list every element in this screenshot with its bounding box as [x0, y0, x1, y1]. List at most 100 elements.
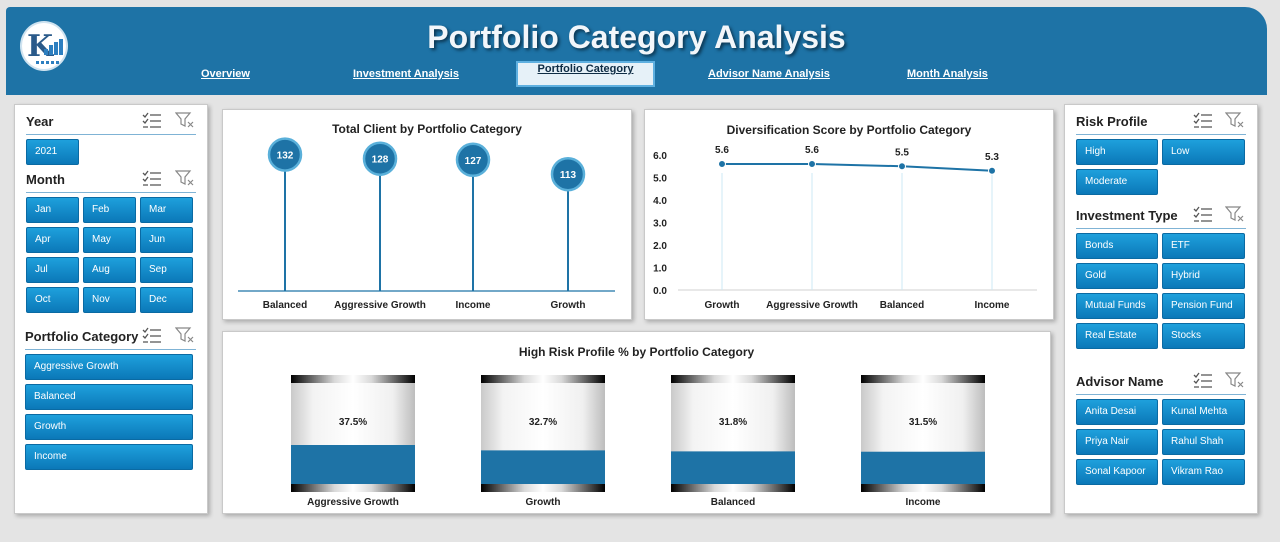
slicer-divider: [1076, 394, 1246, 395]
month-button[interactable]: Jul: [26, 257, 79, 283]
multi-select-icon[interactable]: [142, 170, 162, 186]
investment-type-button[interactable]: Hybrid: [1162, 263, 1245, 289]
month-button[interactable]: Nov: [83, 287, 136, 313]
investment-type-button[interactable]: Gold: [1076, 263, 1158, 289]
cylinder-cap-bottom: [671, 484, 795, 492]
investment-type-button[interactable]: Real Estate: [1076, 323, 1158, 349]
slicer-divider: [26, 192, 196, 193]
slicer-divider: [1076, 134, 1246, 135]
nav-advisor-name-analysis[interactable]: Advisor Name Analysis: [708, 68, 830, 80]
risk-profile-slicer-title: Risk Profile: [1076, 114, 1148, 129]
data-label: 127: [465, 156, 482, 167]
data-label: 128: [372, 155, 389, 166]
year-2021-button[interactable]: 2021: [26, 139, 79, 165]
cylinder-cap-bottom: [291, 484, 415, 492]
month-button[interactable]: Mar: [140, 197, 193, 223]
investment-type-button[interactable]: Pension Fund: [1162, 293, 1245, 319]
data-label: 31.8%: [719, 417, 747, 428]
multi-select-icon[interactable]: [1193, 372, 1213, 388]
clear-filter-icon[interactable]: [175, 112, 195, 128]
chart-title: Total Client by Portfolio Category: [332, 122, 522, 136]
diversification-chart-card: Diversification Score by Portfolio Categ…: [644, 109, 1054, 320]
advisor-name-button[interactable]: Priya Nair: [1076, 429, 1158, 455]
page-title: Portfolio Category Analysis: [427, 19, 846, 55]
cylinder-fill: [481, 450, 605, 487]
month-button[interactable]: Jun: [140, 227, 193, 253]
x-tick-label: Growth: [551, 300, 586, 311]
month-button[interactable]: May: [83, 227, 136, 253]
clear-filter-icon[interactable]: [1225, 112, 1245, 128]
data-label: 5.3: [985, 152, 999, 163]
slicer-divider: [1076, 228, 1246, 229]
nav-overview[interactable]: Overview: [201, 68, 250, 80]
cylinder-cap-top: [481, 375, 605, 383]
data-label: 132: [277, 151, 294, 162]
data-point: [898, 162, 906, 171]
cylinder-fill: [291, 445, 415, 487]
month-button[interactable]: Aug: [83, 257, 136, 283]
investment-type-button[interactable]: Stocks: [1162, 323, 1245, 349]
left-slicer-panel: Year 2021 Month Jan Feb Mar Apr May Jun …: [14, 104, 208, 514]
month-button[interactable]: Feb: [83, 197, 136, 223]
investment-type-button[interactable]: Bonds: [1076, 233, 1158, 259]
clear-filter-icon[interactable]: [175, 170, 195, 186]
month-button[interactable]: Sep: [140, 257, 193, 283]
advisor-name-slicer-title: Advisor Name: [1076, 374, 1164, 389]
high-risk-cylinder-chart: 37.5% Aggressive Growth 32.7% Growth 31.8% Ba…: [291, 375, 985, 508]
month-button[interactable]: Dec: [140, 287, 193, 313]
logo-monogram: K: [27, 29, 54, 64]
nav-month-analysis[interactable]: Month Analysis: [907, 68, 988, 80]
portfolio-category-button[interactable]: Income: [25, 444, 193, 470]
portfolio-category-button[interactable]: Balanced: [25, 384, 193, 410]
multi-select-icon[interactable]: [142, 327, 162, 343]
multi-select-icon[interactable]: [142, 112, 162, 128]
nav-investment-analysis[interactable]: Investment Analysis: [353, 68, 459, 80]
portfolio-category-button[interactable]: Aggressive Growth: [25, 354, 193, 380]
month-button[interactable]: Jan: [26, 197, 79, 223]
y-tick-label: 1.0: [653, 264, 667, 275]
high-risk-chart-card: High Risk Profile % by Portfolio Categor…: [222, 331, 1051, 514]
advisor-name-button[interactable]: Kunal Mehta: [1162, 399, 1245, 425]
cylinder-cap-top: [291, 375, 415, 383]
risk-profile-button[interactable]: Low: [1162, 139, 1245, 165]
data-label: 37.5%: [339, 417, 367, 428]
advisor-name-button[interactable]: Anita Desai: [1076, 399, 1158, 425]
month-button[interactable]: Oct: [26, 287, 79, 313]
portfolio-category-button[interactable]: Growth: [25, 414, 193, 440]
data-label: 32.7%: [529, 417, 557, 428]
clear-filter-icon[interactable]: [1225, 372, 1245, 388]
slicer-divider: [26, 134, 196, 135]
x-tick-label: Income: [974, 300, 1009, 311]
data-point: [808, 160, 816, 168]
investment-type-button[interactable]: ETF: [1162, 233, 1245, 259]
data-point: [718, 160, 726, 168]
multi-select-icon[interactable]: [1193, 206, 1213, 222]
cylinder-cap-bottom: [481, 484, 605, 492]
advisor-name-button[interactable]: Vikram Rao: [1162, 459, 1245, 485]
y-tick-label: 0.0: [653, 286, 667, 297]
year-slicer-title: Year: [26, 114, 54, 129]
risk-profile-button[interactable]: Moderate: [1076, 169, 1158, 195]
x-tick-label: Income: [455, 300, 490, 311]
y-tick-label: 3.0: [653, 219, 667, 230]
slicer-divider: [25, 349, 196, 350]
risk-profile-button[interactable]: High: [1076, 139, 1158, 165]
logo-dots: [36, 61, 60, 64]
x-tick-label: Aggressive Growth: [334, 300, 426, 311]
lollipop-head: [550, 156, 586, 192]
x-tick-label: Growth: [526, 497, 561, 508]
data-label: 5.5: [895, 147, 909, 158]
total-client-chart-card: Total Client by Portfolio Category 132 Ba…: [222, 109, 632, 320]
month-button[interactable]: Apr: [26, 227, 79, 253]
nav-portfolio-category[interactable]: Portfolio Category: [516, 61, 655, 87]
data-label: 5.6: [715, 145, 729, 156]
total-client-lollipop-chart: 132 Balanced 128 Aggressive Growth 127 Income…: [238, 137, 615, 311]
multi-select-icon[interactable]: [1193, 112, 1213, 128]
clear-filter-icon[interactable]: [1225, 206, 1245, 222]
advisor-name-button[interactable]: Rahul Shah: [1162, 429, 1245, 455]
investment-type-button[interactable]: Mutual Funds: [1076, 293, 1158, 319]
data-point: [988, 166, 996, 175]
right-slicer-panel: Risk Profile High Low Moderate Investmen…: [1064, 104, 1258, 514]
clear-filter-icon[interactable]: [175, 327, 195, 343]
advisor-name-button[interactable]: Sonal Kapoor: [1076, 459, 1158, 485]
